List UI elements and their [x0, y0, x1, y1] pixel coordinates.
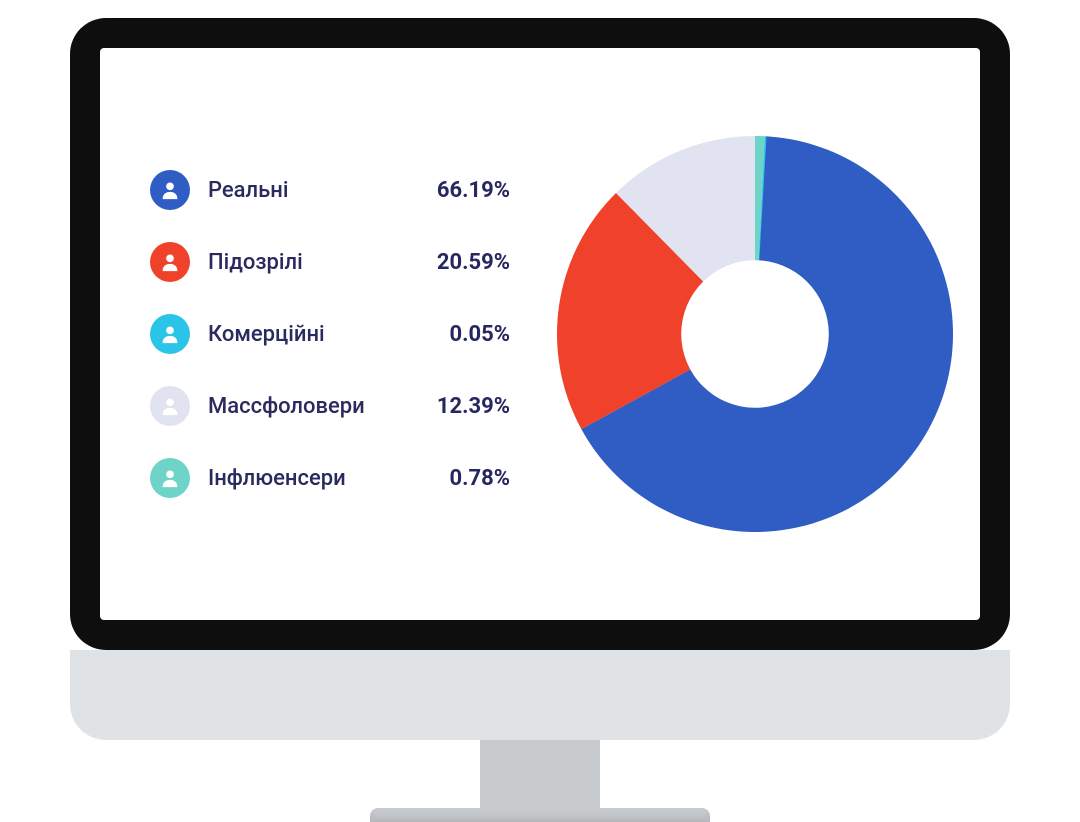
legend-row-real: Реальні 66.19% [150, 170, 510, 210]
person-icon [150, 458, 190, 498]
monitor-bezel: Реальні 66.19% Підозрілі 20.59% Комерцій… [70, 18, 1010, 650]
legend-label: Массфоловери [208, 394, 402, 419]
person-icon [150, 242, 190, 282]
legend-row-suspicious: Підозрілі 20.59% [150, 242, 510, 282]
legend-value: 66.19% [420, 178, 510, 203]
legend-row-influencers: Інфлюенсери 0.78% [150, 458, 510, 498]
stage: Реальні 66.19% Підозрілі 20.59% Комерцій… [0, 0, 1080, 822]
legend-value: 20.59% [420, 250, 510, 275]
legend: Реальні 66.19% Підозрілі 20.59% Комерцій… [150, 170, 510, 498]
legend-label: Підозрілі [208, 250, 402, 275]
legend-label: Комерційні [208, 322, 402, 347]
donut-chart [530, 109, 980, 559]
monitor-stand-base [370, 808, 710, 822]
legend-row-commercial: Комерційні 0.05% [150, 314, 510, 354]
screen: Реальні 66.19% Підозрілі 20.59% Комерцій… [100, 48, 980, 620]
legend-row-massfollow: Массфоловери 12.39% [150, 386, 510, 426]
legend-value: 0.05% [420, 322, 510, 347]
monitor-chin [70, 650, 1010, 740]
person-icon [150, 386, 190, 426]
legend-label: Інфлюенсери [208, 466, 402, 491]
legend-label: Реальні [208, 178, 402, 203]
legend-value: 0.78% [420, 466, 510, 491]
donut-chart-container [530, 109, 980, 559]
legend-value: 12.39% [420, 394, 510, 419]
person-icon [150, 170, 190, 210]
person-icon [150, 314, 190, 354]
